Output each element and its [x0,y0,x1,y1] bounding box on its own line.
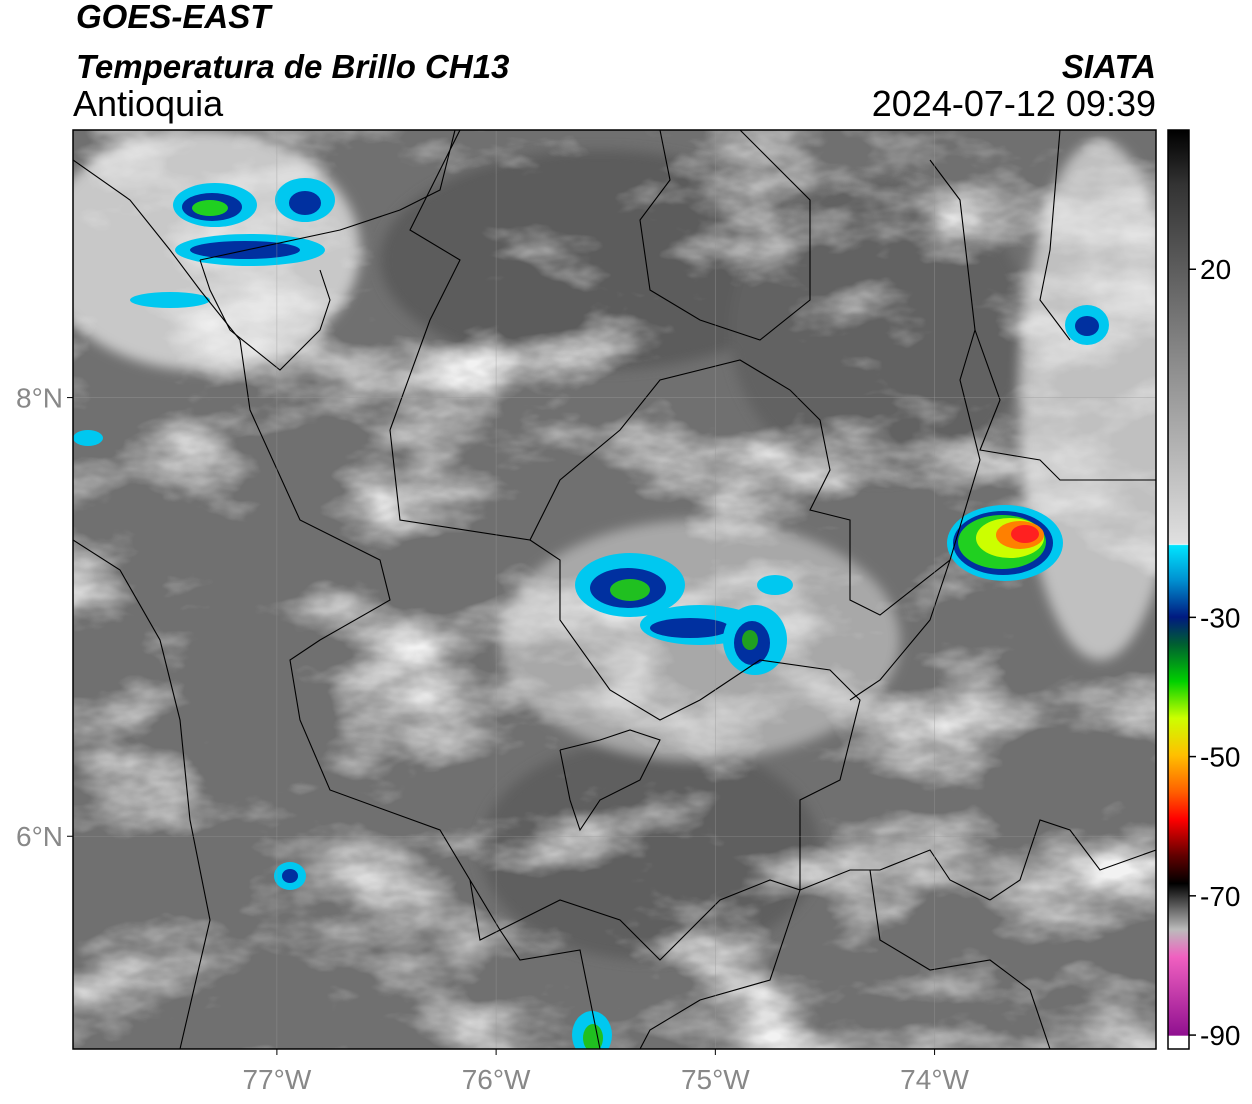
y-tick-label: 8°N [16,383,63,414]
y-tick-label: 6°N [16,821,63,852]
x-tick-label: 77°W [242,1064,311,1095]
colorbar [1167,129,1190,1050]
datetime: 2024-07-12 09:39 [872,83,1156,124]
colorbar-tick-label: -30 [1200,602,1240,633]
satellite-image [73,130,1156,1049]
x-tick-label: 76°W [462,1064,531,1095]
source: SIATA [1062,48,1156,85]
colorbar-tick-label: -50 [1200,742,1240,773]
subtitle: Temperatura de Brillo CH13 [76,48,509,85]
borders [73,130,1156,1049]
title: GOES-EAST [76,0,273,35]
colorbar-tick-label: -70 [1200,881,1240,912]
x-tick-label: 75°W [681,1064,750,1095]
x-tick-label: 74°W [900,1064,969,1095]
colorbar-tick-label: 20 [1200,254,1231,285]
grid [73,130,1156,1049]
colorbar-tick-label: -90 [1200,1020,1240,1051]
region: Antioquia [73,83,224,124]
map-frame [72,129,1157,1050]
